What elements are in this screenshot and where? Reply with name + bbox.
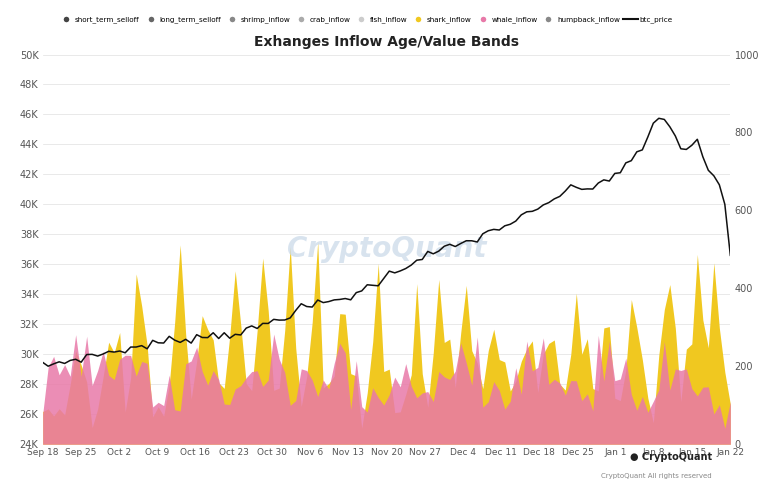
Title: Exhanges Inflow Age/Value Bands: Exhanges Inflow Age/Value Bands — [254, 35, 519, 49]
Text: ● CryptoQuant: ● CryptoQuant — [630, 452, 712, 462]
Legend: short_term_selloff, long_term_selloff, shrimp_inflow, crab_inflow, fish_inflow, : short_term_selloff, long_term_selloff, s… — [57, 13, 676, 26]
Text: CryptoQuant All rights reserved: CryptoQuant All rights reserved — [601, 473, 712, 479]
Text: CryptoQuant: CryptoQuant — [286, 235, 486, 263]
